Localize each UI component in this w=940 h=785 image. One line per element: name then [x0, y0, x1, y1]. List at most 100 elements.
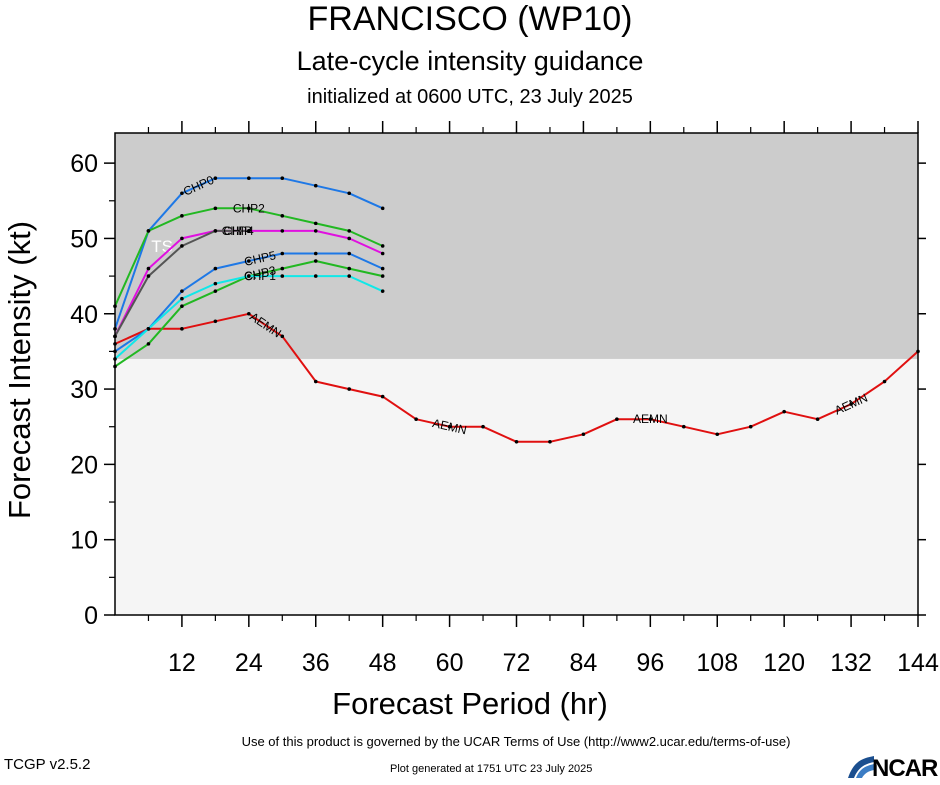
- data-point-aemn: [882, 379, 887, 384]
- data-point-chip: [213, 229, 218, 233]
- x-tick-label: 120: [763, 649, 805, 677]
- data-point-chp3: [146, 342, 151, 346]
- data-point-aemn: [380, 394, 385, 399]
- y-tick-label: 0: [84, 602, 98, 630]
- data-point-chp4: [380, 251, 385, 256]
- data-point-chp5: [280, 251, 285, 256]
- data-point-chp2: [280, 214, 285, 218]
- data-point-aemn: [782, 409, 786, 414]
- data-point-chp2: [180, 214, 184, 218]
- data-point-chp1: [380, 289, 385, 293]
- data-point-chp5: [247, 259, 251, 263]
- data-point-aemn: [548, 439, 552, 444]
- data-point-chp4: [280, 229, 285, 233]
- data-point-chp3: [280, 266, 285, 271]
- data-point-chp0: [247, 176, 251, 180]
- chart-title: FRANCISCO (WP10): [307, 0, 633, 38]
- data-point-chp5: [180, 289, 184, 293]
- data-point-chp2: [146, 229, 151, 233]
- data-point-chp5: [380, 266, 385, 271]
- data-point-aemn: [514, 439, 519, 444]
- chart-subtitle: Late-cycle intensity guidance: [296, 46, 644, 76]
- y-tick-label: 20: [70, 451, 98, 479]
- data-point-chp1: [313, 274, 318, 278]
- x-axis-label: Forecast Period (hr): [332, 686, 608, 721]
- data-point-aemn: [815, 417, 820, 421]
- series-label-aemn: AEMN: [633, 412, 668, 426]
- data-point-chp0: [280, 176, 285, 180]
- data-point-aemn: [280, 334, 285, 339]
- data-point-chp1: [146, 327, 151, 331]
- data-point-aemn: [481, 424, 485, 429]
- data-point-aemn: [213, 319, 218, 324]
- data-point-chp2: [213, 206, 218, 211]
- data-point-aemn: [414, 417, 418, 421]
- x-tick-label: 24: [235, 649, 263, 677]
- data-point-chp4: [180, 236, 184, 241]
- version-label: TCGP v2.5.2: [4, 756, 91, 773]
- x-tick-label: 60: [436, 649, 464, 677]
- data-point-chp3: [213, 289, 218, 293]
- data-point-chp3: [347, 266, 352, 271]
- data-point-chp3: [180, 304, 184, 309]
- y-tick-label: 40: [70, 301, 98, 329]
- data-point-aemn: [648, 417, 653, 421]
- series-label-chip: CHIP: [223, 224, 252, 238]
- series-label-chp3: CHP3: [243, 263, 278, 284]
- data-point-chp0: [180, 191, 184, 196]
- data-point-aemn: [347, 387, 352, 391]
- data-point-chp3: [380, 274, 385, 278]
- data-point-chp0: [347, 191, 352, 196]
- y-tick-label: 30: [70, 376, 98, 404]
- x-tick-label: 132: [830, 649, 872, 677]
- y-tick-label: 50: [70, 225, 98, 253]
- data-point-chip: [180, 244, 184, 248]
- plot-generated-text: Plot generated at 1751 UTC 23 July 2025: [390, 763, 593, 775]
- ncar-logo-mark-icon: [848, 756, 874, 778]
- series-label-chp1: CHP1: [244, 269, 276, 283]
- y-axis-label: Forecast Intensity (kt): [2, 220, 37, 520]
- data-point-chp0: [380, 206, 385, 211]
- x-tick-label: 48: [369, 649, 397, 677]
- data-point-chp1: [213, 281, 218, 286]
- tropical-storm-band-label: TS: [151, 237, 173, 256]
- initialization-time: initialized at 0600 UTC, 23 July 2025: [307, 86, 633, 108]
- data-point-chip: [146, 274, 151, 278]
- data-point-chp1: [180, 296, 184, 301]
- x-tick-label: 108: [696, 649, 738, 677]
- x-tick-label: 96: [636, 649, 664, 677]
- series-label-chp2: CHP2: [233, 201, 265, 215]
- below-storm-band: [115, 358, 918, 615]
- data-point-chp4: [347, 236, 352, 241]
- data-point-chp1: [247, 274, 251, 278]
- data-point-aemn: [748, 424, 753, 429]
- data-point-chp2: [380, 244, 385, 248]
- data-point-chp2: [313, 221, 318, 226]
- data-point-aemn: [615, 417, 619, 421]
- terms-of-use-text: Use of this product is governed by the U…: [241, 734, 791, 749]
- x-tick-label: 36: [302, 649, 330, 677]
- data-point-aemn: [180, 327, 184, 331]
- data-point-chp1: [280, 274, 285, 278]
- x-tick-label: 144: [897, 649, 939, 677]
- x-tick-label: 72: [503, 649, 531, 677]
- data-point-aemn: [247, 311, 251, 316]
- series-label-chp5: CHP5: [243, 248, 278, 269]
- data-point-chp0: [313, 183, 318, 188]
- data-point-aemn: [681, 424, 686, 429]
- tropical-storm-band: [115, 133, 918, 359]
- x-tick-label: 12: [168, 649, 196, 677]
- data-point-aemn: [313, 379, 318, 384]
- ncar-logo-text: NCAR: [872, 755, 938, 782]
- data-point-aemn: [849, 402, 853, 406]
- data-point-aemn: [581, 432, 586, 437]
- data-point-chp4: [146, 266, 151, 271]
- x-tick-label: 84: [570, 649, 598, 677]
- data-point-chp2: [247, 206, 251, 211]
- data-point-chp0: [213, 176, 218, 180]
- data-point-chip: [247, 229, 251, 233]
- data-point-aemn: [447, 424, 452, 429]
- data-point-chp3: [313, 259, 318, 263]
- data-point-chp5: [313, 251, 318, 256]
